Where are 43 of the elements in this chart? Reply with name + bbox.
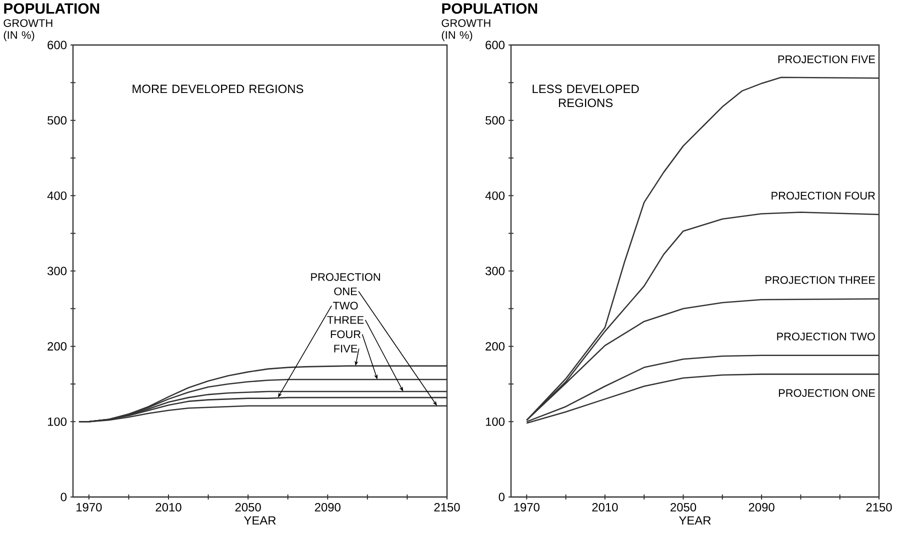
annotation: PROJECTION [311, 273, 380, 281]
annotation: TWO [333, 302, 358, 310]
y-tick-label: 400 [485, 191, 505, 200]
x-tick-label: 2090 [314, 503, 340, 512]
x-tick-label: 1970 [514, 503, 540, 512]
annotation: FOUR [330, 330, 361, 338]
y-tick-label: 0 [498, 492, 505, 502]
y-tick-label: 0 [60, 492, 67, 502]
chart-title: POPULATION [4, 3, 100, 14]
series-label: PROJECTION FIVE [778, 55, 876, 64]
y-tick-label: 100 [48, 417, 67, 426]
x-tick-label: 2150 [434, 503, 460, 512]
series-label: PROJECTION ONE [778, 389, 875, 397]
y-tick-label: 600 [486, 40, 505, 50]
x-tick-label: 1970 [76, 503, 102, 512]
x-tick-label: 2150 [866, 503, 892, 512]
x-tick-label: 2010 [592, 503, 618, 512]
series-label: PROJECTION THREE [766, 276, 875, 284]
y-tick-label: 600 [48, 40, 67, 50]
y-tick-label: 200 [48, 342, 67, 351]
y-tick-label: 300 [486, 266, 505, 276]
y-tick-label: 200 [486, 342, 505, 351]
annotation: FIVE [334, 344, 358, 352]
annotation: THREE [327, 316, 364, 324]
y-axis-title: GROWTH (IN %) [442, 19, 490, 42]
y-tick-label: 100 [486, 417, 505, 426]
y-axis-title: GROWTH (IN %) [4, 19, 52, 42]
x-tick-label: 2050 [670, 503, 696, 512]
x-axis-title: YEAR [678, 516, 711, 525]
y-tick-label: 500 [486, 116, 505, 125]
text: LESS DEVELOPED REGIONS [532, 84, 639, 108]
y-tick-label: 300 [47, 266, 67, 276]
series-label: PROJECTION TWO [777, 332, 875, 340]
y-tick-label: 500 [48, 116, 67, 125]
x-tick-label: 2090 [748, 503, 774, 512]
x-axis-title: YEAR [244, 516, 276, 525]
chart-title: POPULATION [442, 3, 538, 14]
x-tick-label: 2050 [235, 503, 261, 512]
y-tick-label: 400 [47, 191, 67, 200]
x-tick-label: 2010 [156, 503, 182, 512]
series-label: PROJECTION FOUR [772, 192, 875, 200]
annotation: ONE [334, 287, 357, 296]
text: MORE DEVELOPED REGIONS [132, 84, 304, 94]
